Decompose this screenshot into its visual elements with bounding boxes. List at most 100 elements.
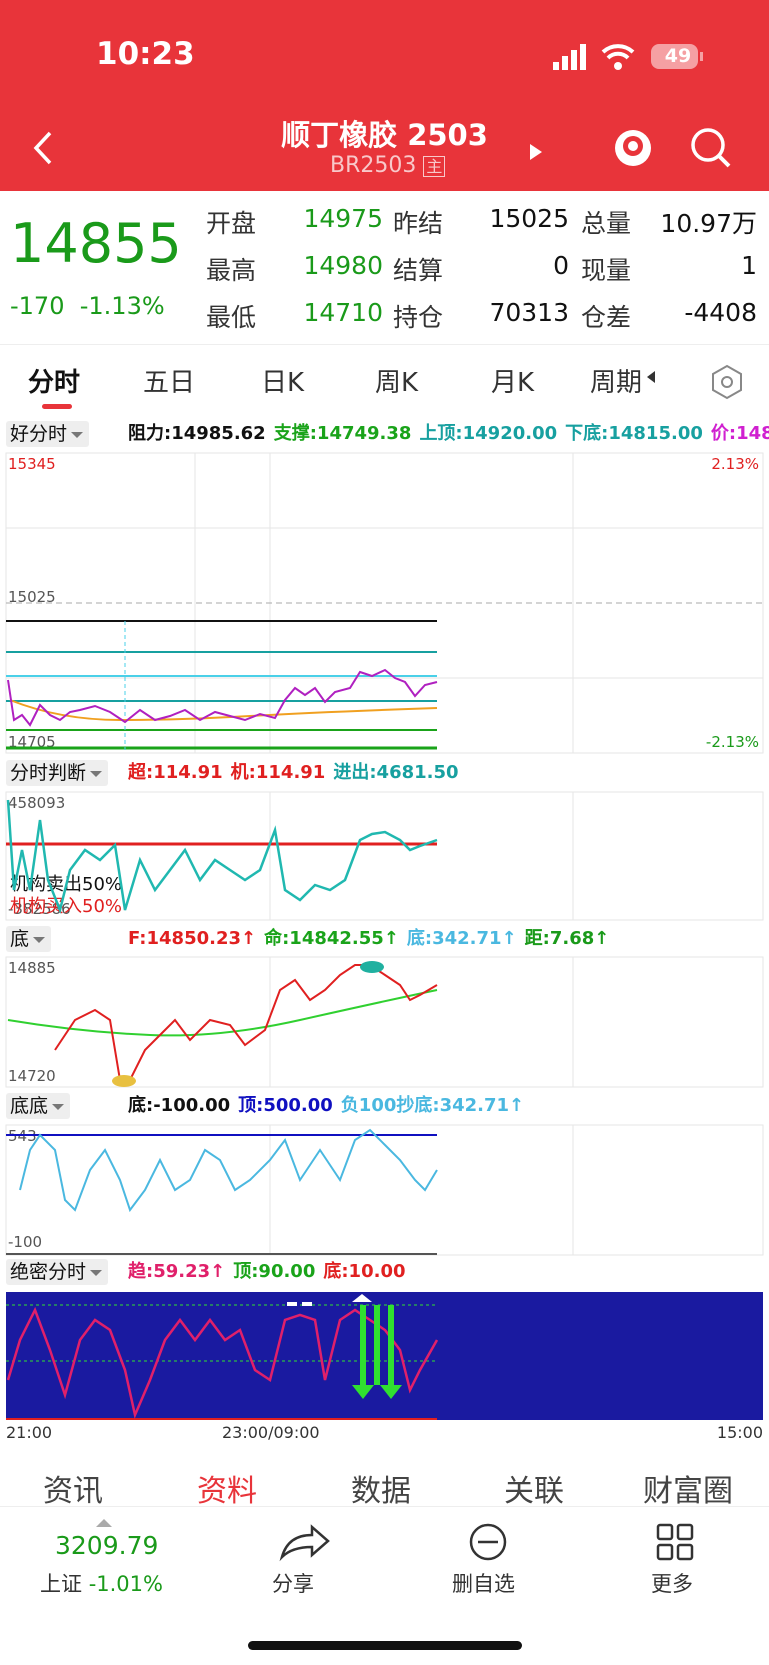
indicators: F:14850.23↑ 命:14842.55↑ 底:342.71↑ 距:7.68↑ [128, 924, 617, 954]
stat-label: 最低 [206, 303, 257, 332]
indicator: 命:14842.55↑ [264, 928, 399, 949]
indicators: 底:-100.00 顶:500.00 负100抄底:342.71↑ [128, 1091, 532, 1121]
indicator: 底:342.71↑ [406, 928, 517, 949]
stat-value: 10.97万 [660, 209, 757, 238]
header: 10:23 49 顺丁橡胶 2503 BR2503 主 [0, 0, 769, 191]
tab[interactable]: 分时 [28, 368, 81, 398]
indicator: 支撑:14749.38 [273, 423, 412, 444]
tab[interactable]: 周期 [590, 368, 643, 398]
home-indicator [248, 1641, 522, 1650]
stat-value: 70313 [489, 298, 569, 327]
stat-value: 14975 [303, 204, 383, 233]
charts [5, 452, 764, 1420]
bottom-tab[interactable]: 资讯 [43, 1474, 103, 1509]
indicator: 底:10.00 [323, 1261, 406, 1282]
indicator-selector[interactable]: 分时判断 [6, 760, 109, 786]
footer-icons [96, 1519, 694, 1562]
stat-value: 14980 [303, 251, 383, 280]
index: 上证 -1.01% [40, 1568, 163, 1598]
stat-label: 持仓 [393, 303, 444, 332]
indicator: 顶:500.00 [238, 1095, 333, 1116]
index-value: 3209.79 [55, 1531, 159, 1560]
indicator: 顶:90.00 [233, 1261, 316, 1282]
stat-value: 1 [741, 251, 757, 280]
tab[interactable]: 五日 [143, 368, 196, 398]
tab-underline [42, 404, 72, 409]
subtitle: BR2503 主 [330, 153, 446, 178]
x-tick-label: 21:00 [6, 1423, 53, 1442]
axis-top: 14885 [8, 959, 56, 977]
share[interactable]: 分享 [272, 1572, 314, 1596]
stat-label: 最高 [206, 256, 257, 285]
change-value: -170 [10, 292, 65, 320]
price: 14855 [10, 212, 182, 275]
indicator: 进出:4681.50 [333, 762, 459, 783]
indicator: 上顶:14920.00 [419, 423, 558, 444]
stat-value: -4408 [684, 298, 757, 327]
axis-bottom: -100 [8, 1233, 43, 1251]
stat-value: 14710 [303, 298, 383, 327]
stat-label: 总量 [581, 209, 632, 238]
x-tick-label: 23:00/09:00 [222, 1423, 320, 1442]
bottom-tab[interactable]: 财富圈 [643, 1474, 733, 1509]
panel-header: 绝密分时 趋:59.23↑ 顶:90.00 底:10.00 [0, 1257, 769, 1287]
indicator: 距:7.68↑ [524, 928, 610, 949]
indicators: 阻力:14985.62 支撑:14749.38 上顶:14920.00 下底:1481… [128, 419, 769, 449]
note-buy: 机构买入50% [10, 896, 123, 917]
indicator: F:14850.23↑ [128, 928, 257, 949]
divider [0, 344, 769, 345]
indicator: 底:-100.00 [128, 1095, 231, 1116]
header-icons [33, 44, 731, 168]
battery: 49 [664, 45, 692, 67]
bottom-tab[interactable]: 资料 [197, 1474, 257, 1509]
indicators: 趋:59.23↑ 顶:90.00 底:10.00 [128, 1257, 414, 1287]
indicator: 价:148 [710, 423, 769, 444]
panel-header: 底 F:14850.23↑ 命:14842.55↑ 底:342.71↑ 距:7.68↑ [0, 924, 769, 954]
change-percent: -1.13% [79, 292, 165, 320]
axis-mid: 15025 [8, 588, 56, 606]
tab[interactable]: 周K [375, 368, 419, 398]
more[interactable]: 更多 [651, 1572, 693, 1596]
axis-top: 458093 [8, 794, 66, 812]
bottom-tab[interactable]: 数据 [351, 1474, 411, 1509]
tab[interactable]: 日K [261, 368, 305, 398]
axis-right-bottom: -2.13% [705, 733, 759, 751]
panel-header: 分时判断 超:114.91 机:114.91 进出:4681.50 [0, 758, 769, 788]
change: -170 -1.13% [10, 292, 165, 320]
stat-label: 结算 [393, 256, 444, 285]
stat-value: 15025 [489, 204, 569, 233]
indicator: 负100抄底:342.71↑ [340, 1095, 525, 1116]
tab-icons [647, 364, 742, 400]
stat-value: 0 [553, 251, 569, 280]
stat-label: 现量 [581, 256, 632, 285]
indicators: 超:114.91 机:114.91 进出:4681.50 [128, 758, 467, 788]
remove-watch[interactable]: 删自选 [452, 1572, 515, 1596]
indicator-selector[interactable]: 好分时 [6, 421, 90, 447]
indicator: 趋:59.23↑ [128, 1261, 226, 1282]
indicator-selector[interactable]: 底 [6, 926, 52, 952]
tab[interactable]: 月K [491, 368, 535, 398]
title: 顺丁橡胶 2503 [281, 118, 488, 152]
axis-top: 15345 [8, 455, 56, 473]
badge: 主 [423, 156, 446, 177]
indicator-selector[interactable]: 底底 [6, 1093, 71, 1119]
divider [0, 1506, 769, 1507]
axis-bottom: 14720 [8, 1067, 56, 1085]
panel-header: 好分时 阻力:14985.62 支撑:14749.38 上顶:14920.00 下底:1… [0, 419, 769, 449]
axis-bottom: -382586 [8, 900, 71, 918]
panel-header: 底底 底:-100.00 顶:500.00 负100抄底:342.71↑ [0, 1091, 769, 1121]
stat-label: 开盘 [206, 209, 257, 238]
x-tick-label: 15:00 [716, 1423, 763, 1442]
stat-label: 仓差 [581, 303, 632, 332]
stat-label: 昨结 [393, 209, 444, 238]
indicator-selector[interactable]: 绝密分时 [6, 1259, 109, 1285]
bottom-tab[interactable]: 关联 [504, 1474, 564, 1509]
indicator: 阻力:14985.62 [128, 423, 266, 444]
index-name: 上证 [40, 1572, 82, 1596]
indicator: 超:114.91 [128, 762, 223, 783]
indicator: 机:114.91 [230, 762, 326, 783]
code: BR2503 [330, 153, 417, 178]
index-change: -1.01% [88, 1572, 163, 1596]
axis-right-top: 2.13% [711, 455, 759, 473]
